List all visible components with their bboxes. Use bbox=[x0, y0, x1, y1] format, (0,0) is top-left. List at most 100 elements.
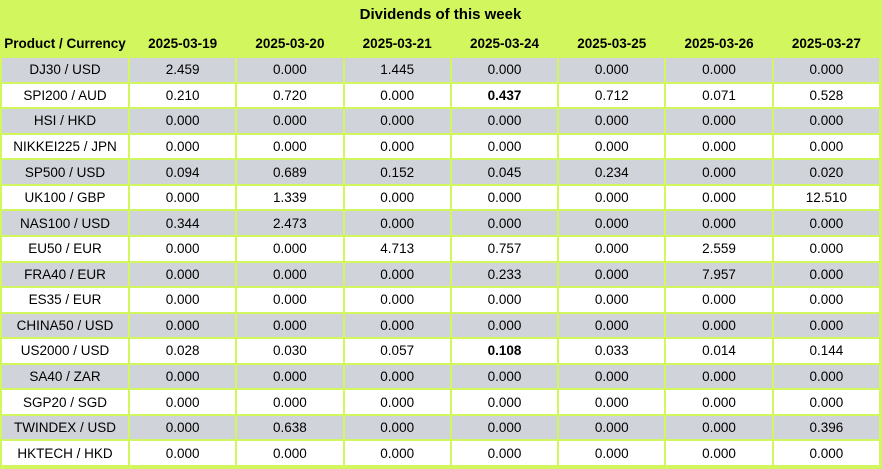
dividend-value-cell: 1.339 bbox=[237, 185, 343, 210]
row-product: EU50 / EUR bbox=[2, 236, 128, 261]
dividend-value-cell: 7.957 bbox=[666, 262, 772, 287]
column-header-date: 2025-03-26 bbox=[666, 30, 772, 56]
column-header-date: 2025-03-27 bbox=[773, 30, 879, 56]
dividend-value-cell: 0.638 bbox=[237, 415, 343, 440]
dividend-value-cell: 0.000 bbox=[666, 364, 772, 389]
dividend-value-cell: 0.396 bbox=[773, 415, 879, 440]
dividend-value-cell: 0.000 bbox=[773, 134, 879, 159]
dividend-value-cell: 0.234 bbox=[559, 160, 665, 184]
dividend-value-cell: 0.000 bbox=[666, 134, 772, 159]
row-product: DJ30 / USD bbox=[2, 58, 128, 82]
dividend-value-cell: 0.000 bbox=[344, 211, 450, 235]
table-title: Dividends of this week bbox=[2, 0, 879, 28]
dividend-value-cell: 0.000 bbox=[451, 415, 558, 440]
dividend-value-cell: 0.028 bbox=[130, 339, 236, 363]
dividend-value-cell: 0.057 bbox=[344, 339, 450, 363]
dividend-value-cell: 0.000 bbox=[130, 390, 236, 414]
dividend-value-cell: 0.000 bbox=[451, 441, 558, 465]
column-header-date: 2025-03-19 bbox=[130, 30, 236, 56]
dividend-value-cell: 0.000 bbox=[344, 390, 450, 414]
dividend-value-cell: 0.000 bbox=[130, 313, 236, 338]
dividend-value-cell: 0.000 bbox=[773, 262, 879, 287]
dividend-value-cell: 0.210 bbox=[130, 83, 236, 108]
row-product: US2000 / USD bbox=[2, 339, 128, 363]
dividend-value-cell: 0.000 bbox=[344, 83, 450, 108]
dividend-value-cell: 0.014 bbox=[666, 339, 772, 363]
dividend-value-cell: 0.437 bbox=[451, 83, 558, 108]
column-header-date: 2025-03-20 bbox=[237, 30, 343, 56]
dividend-value-cell: 0.000 bbox=[773, 390, 879, 414]
dividend-value-cell: 0.720 bbox=[237, 83, 343, 108]
dividend-value-cell: 0.000 bbox=[451, 58, 558, 82]
row-product: HSI / HKD bbox=[2, 109, 128, 133]
dividend-value-cell: 0.000 bbox=[559, 364, 665, 389]
dividend-value-cell: 0.000 bbox=[130, 185, 236, 210]
column-header-product: Product / Currency bbox=[2, 30, 128, 56]
dividend-value-cell: 0.000 bbox=[237, 441, 343, 465]
dividend-value-cell: 0.000 bbox=[237, 288, 343, 312]
column-header-date: 2025-03-21 bbox=[344, 30, 450, 56]
dividend-value-cell: 0.000 bbox=[451, 109, 558, 133]
dividend-value-cell: 0.000 bbox=[559, 441, 665, 465]
dividend-value-cell: 0.528 bbox=[773, 83, 879, 108]
dividend-value-cell: 0.000 bbox=[451, 390, 558, 414]
dividend-value-cell: 0.000 bbox=[451, 364, 558, 389]
dividend-value-cell: 0.000 bbox=[130, 109, 236, 133]
dividend-value-cell: 0.000 bbox=[559, 211, 665, 235]
dividend-value-cell: 0.000 bbox=[237, 390, 343, 414]
dividend-value-cell: 0.000 bbox=[559, 185, 665, 210]
dividend-value-cell: 0.000 bbox=[130, 236, 236, 261]
dividend-value-cell: 0.000 bbox=[773, 288, 879, 312]
dividend-value-cell: 0.000 bbox=[451, 134, 558, 159]
dividend-value-cell: 0.000 bbox=[237, 134, 343, 159]
dividend-value-cell: 0.000 bbox=[773, 109, 879, 133]
column-header-date: 2025-03-25 bbox=[559, 30, 665, 56]
dividend-value-cell: 0.000 bbox=[237, 262, 343, 287]
dividend-value-cell: 0.030 bbox=[237, 339, 343, 363]
dividend-value-cell: 0.144 bbox=[773, 339, 879, 363]
dividend-value-cell: 0.071 bbox=[666, 83, 772, 108]
dividend-value-cell: 0.233 bbox=[451, 262, 558, 287]
dividend-value-cell: 0.000 bbox=[559, 109, 665, 133]
dividend-value-cell: 0.000 bbox=[773, 441, 879, 465]
dividend-value-cell: 0.000 bbox=[666, 58, 772, 82]
dividend-value-cell: 0.000 bbox=[666, 185, 772, 210]
row-product: TWINDEX / USD bbox=[2, 415, 128, 440]
dividend-value-cell: 0.108 bbox=[451, 339, 558, 363]
dividend-value-cell: 0.000 bbox=[130, 441, 236, 465]
row-product: SPI200 / AUD bbox=[2, 83, 128, 108]
dividend-value-cell: 0.000 bbox=[666, 441, 772, 465]
dividend-value-cell: 0.000 bbox=[666, 211, 772, 235]
dividend-value-cell: 12.510 bbox=[773, 185, 879, 210]
row-product: SA40 / ZAR bbox=[2, 364, 128, 389]
dividend-value-cell: 0.000 bbox=[773, 211, 879, 235]
dividend-value-cell: 2.473 bbox=[237, 211, 343, 235]
dividend-value-cell: 0.000 bbox=[344, 288, 450, 312]
dividend-value-cell: 0.000 bbox=[666, 415, 772, 440]
dividend-value-cell: 0.000 bbox=[344, 109, 450, 133]
dividend-value-cell: 2.559 bbox=[666, 236, 772, 261]
dividend-value-cell: 0.000 bbox=[451, 313, 558, 338]
dividend-value-cell: 0.000 bbox=[559, 313, 665, 338]
dividend-value-cell: 0.000 bbox=[237, 58, 343, 82]
dividend-value-cell: 0.000 bbox=[237, 313, 343, 338]
dividend-value-cell: 0.000 bbox=[344, 134, 450, 159]
dividend-value-cell: 0.020 bbox=[773, 160, 879, 184]
dividend-value-cell: 0.045 bbox=[451, 160, 558, 184]
row-product: SGP20 / SGD bbox=[2, 390, 128, 414]
dividend-value-cell: 0.000 bbox=[773, 364, 879, 389]
dividend-value-cell: 0.000 bbox=[559, 262, 665, 287]
dividend-value-cell: 0.000 bbox=[666, 313, 772, 338]
row-product: HKTECH / HKD bbox=[2, 441, 128, 465]
dividend-value-cell: 0.000 bbox=[559, 288, 665, 312]
dividend-value-cell: 0.000 bbox=[451, 211, 558, 235]
row-product: FRA40 / EUR bbox=[2, 262, 128, 287]
dividend-value-cell: 0.000 bbox=[666, 109, 772, 133]
dividend-value-cell: 0.000 bbox=[344, 313, 450, 338]
dividend-value-cell: 0.000 bbox=[344, 364, 450, 389]
dividend-value-cell: 0.000 bbox=[237, 236, 343, 261]
dividend-value-cell: 0.094 bbox=[130, 160, 236, 184]
dividend-value-cell: 0.000 bbox=[773, 236, 879, 261]
dividend-value-cell: 0.000 bbox=[666, 288, 772, 312]
